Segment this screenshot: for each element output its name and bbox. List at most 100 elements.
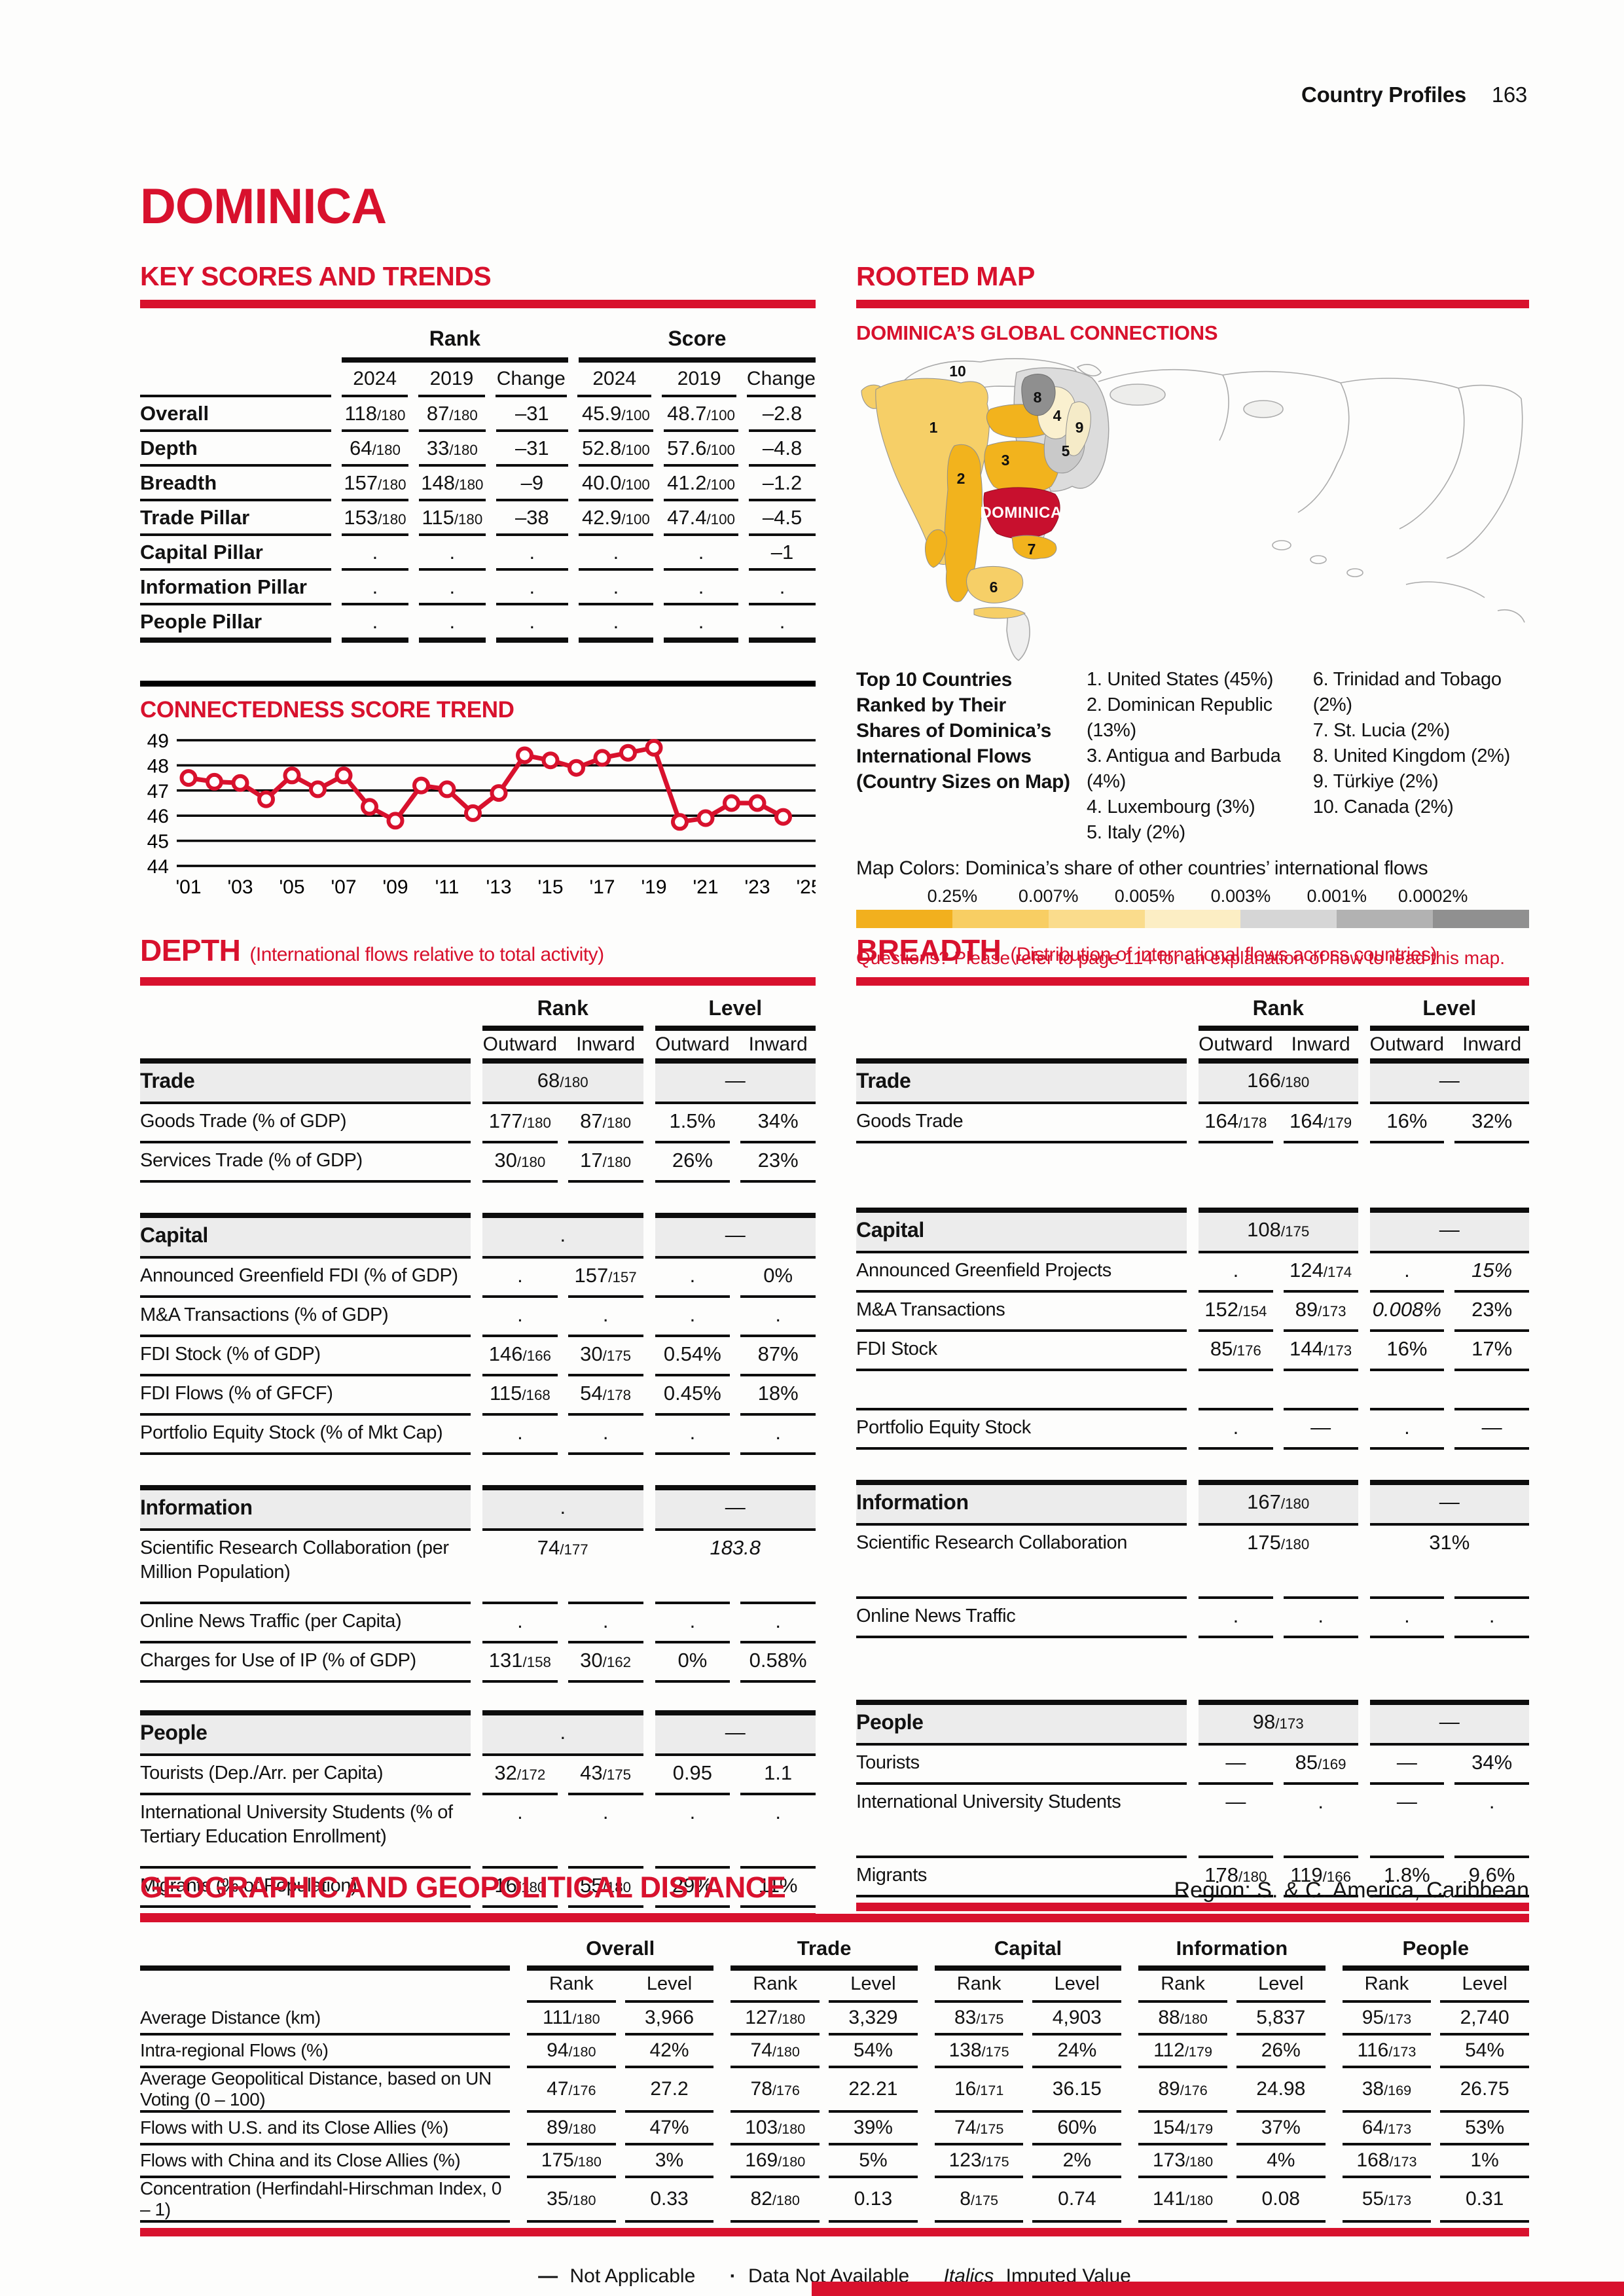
row-label: Average Geopolitical Distance, based on … — [140, 2068, 510, 2113]
cell: 148/180 — [418, 467, 486, 502]
key-scores-heading: KEY SCORES AND TRENDS — [140, 261, 492, 291]
row-label: Intra-regional Flows (%) — [140, 2036, 510, 2068]
x-tick-label: '01 — [175, 876, 201, 898]
geo-section: GEOGRAPHIC AND GEOPOLITICAL DISTANCE Reg… — [140, 1871, 1529, 2287]
column-header: Inward — [748, 1033, 808, 1055]
top10-item: 10. Canada (2%) — [1312, 797, 1454, 818]
value: 173/180 — [1152, 2149, 1214, 2171]
region-7-st-lucia — [1011, 535, 1057, 560]
level-cell: 4,903 — [1032, 2003, 1122, 2036]
value: 88/180 — [1158, 2007, 1208, 2028]
section-divider — [140, 1914, 1529, 1922]
rank-group: 30/180 17/180 — [482, 1143, 643, 1183]
value: 123/175 — [948, 2149, 1009, 2171]
top10-item: 9. Türkiye (2%) — [1312, 771, 1439, 793]
table-row: FDI Stock 85/176 144/173 16% 17% — [856, 1332, 1529, 1371]
value: — — [1225, 1751, 1246, 1774]
rank-group: 85/176 144/173 — [1199, 1332, 1358, 1371]
level-group: .. — [655, 1795, 816, 1869]
value: 116/173 — [1357, 2039, 1416, 2061]
top10-caption-line: Ranked by Their — [856, 694, 1006, 717]
table-header-row: Rank Score — [140, 327, 816, 363]
cell: 157/157 — [568, 1259, 643, 1298]
table-row: Intra-regional Flows (%) 94/180 42% 74/180 5… — [140, 2036, 1529, 2068]
value: 127/180 — [745, 2007, 806, 2028]
data-point — [283, 766, 301, 785]
cell: 47.4/100 — [663, 501, 739, 537]
value: 16/171 — [954, 2078, 1004, 2100]
row-label: Scientific Research Collaboration (per M… — [140, 1531, 471, 1604]
x-tick-label: '13 — [486, 876, 511, 898]
scale-label: 0.001% — [1307, 886, 1367, 906]
data-point — [464, 804, 482, 823]
cell: . — [496, 605, 568, 643]
value: 115/180 — [422, 505, 483, 529]
span-value: 74/177 — [482, 1531, 643, 1560]
rank-cell: 154/179 — [1138, 2113, 1227, 2145]
y-tick-label: 46 — [147, 806, 169, 827]
level-cell: 0.31 — [1440, 2178, 1529, 2223]
section-header-row: People. — — [140, 1710, 816, 1756]
scale-label: 0.0002% — [1398, 886, 1468, 906]
section-divider — [856, 977, 1529, 986]
top10-list-1: 1. United States (45%) 2. Dominican Repub… — [1087, 667, 1299, 846]
value: 24% — [1057, 2039, 1097, 2061]
value: 118/180 — [344, 401, 406, 425]
value: 45.9/100 — [582, 401, 650, 425]
rank-group: 178/180 119/166 — [1199, 1858, 1358, 1897]
section-rank-value: 167/180 — [1199, 1485, 1358, 1514]
row-label: People Pillar — [140, 605, 331, 643]
value: 166/180 — [1247, 1069, 1310, 1092]
value: 36.15 — [1052, 2078, 1102, 2100]
value: 3,329 — [848, 2007, 898, 2028]
value: 2% — [1062, 2149, 1092, 2171]
spacer — [140, 1031, 471, 1058]
value: 47.4/100 — [667, 505, 735, 529]
value: –1.2 — [762, 471, 803, 494]
row-label: Services Trade (% of GDP) — [140, 1143, 471, 1183]
table-row: M&A Transactions (% of GDP).... — [140, 1298, 816, 1337]
value: 22.21 — [848, 2078, 898, 2100]
value: 164/179 — [1290, 1109, 1352, 1132]
value: 34% — [757, 1109, 799, 1132]
section-rank: 108/175 — [1199, 1208, 1358, 1253]
cell: –1 — [749, 536, 816, 571]
rank-cell: 123/175 — [934, 2145, 1024, 2178]
level-cell: 37% — [1236, 2113, 1326, 2145]
cell: 164/178 — [1199, 1104, 1273, 1143]
cell: . — [496, 536, 568, 571]
rank-cell: 103/180 — [731, 2113, 820, 2145]
rank-cell: 35/180 — [527, 2178, 616, 2223]
cell: . — [496, 571, 568, 606]
section-header-row: Trade 68/180 — — [140, 1058, 816, 1104]
value: 138/175 — [948, 2039, 1009, 2061]
cell: 0% — [655, 1643, 731, 1683]
trend-title: CONNECTEDNESS SCORE TREND — [140, 697, 514, 723]
cell: 177/180 — [482, 1104, 558, 1143]
value: 34% — [1471, 1751, 1513, 1774]
value: . — [449, 609, 456, 633]
cell: 42.9/100 — [578, 501, 653, 537]
cell: 30/175 — [568, 1337, 643, 1376]
value: 0.58% — [749, 1649, 807, 1672]
value-group: 55/173 0.31 — [1342, 2178, 1529, 2223]
region-dominica — [983, 487, 1060, 539]
cell: . — [482, 1259, 558, 1298]
section-header-row: Information 167/180 — — [856, 1480, 1529, 1526]
value: . — [1404, 1259, 1410, 1282]
cell: . — [568, 1416, 643, 1455]
value: 157/157 — [574, 1264, 637, 1287]
page-header: Country Profiles 163 — [1301, 82, 1527, 107]
column-header: 2019 — [662, 363, 736, 398]
value: 5,837 — [1256, 2007, 1306, 2028]
section-divider — [140, 977, 816, 986]
cell: –1.2 — [749, 467, 816, 502]
breadth-section: BREADTH (Distribution of international f… — [856, 933, 1529, 1911]
value-group: 64/173 53% — [1342, 2113, 1529, 2145]
value: 38/169 — [1362, 2078, 1412, 2100]
value: 42% — [649, 2039, 689, 2061]
cell: . — [740, 1604, 816, 1643]
value-group: 38/169 26.75 — [1342, 2068, 1529, 2113]
cell: . — [740, 1795, 816, 1869]
section-divider — [140, 300, 816, 309]
